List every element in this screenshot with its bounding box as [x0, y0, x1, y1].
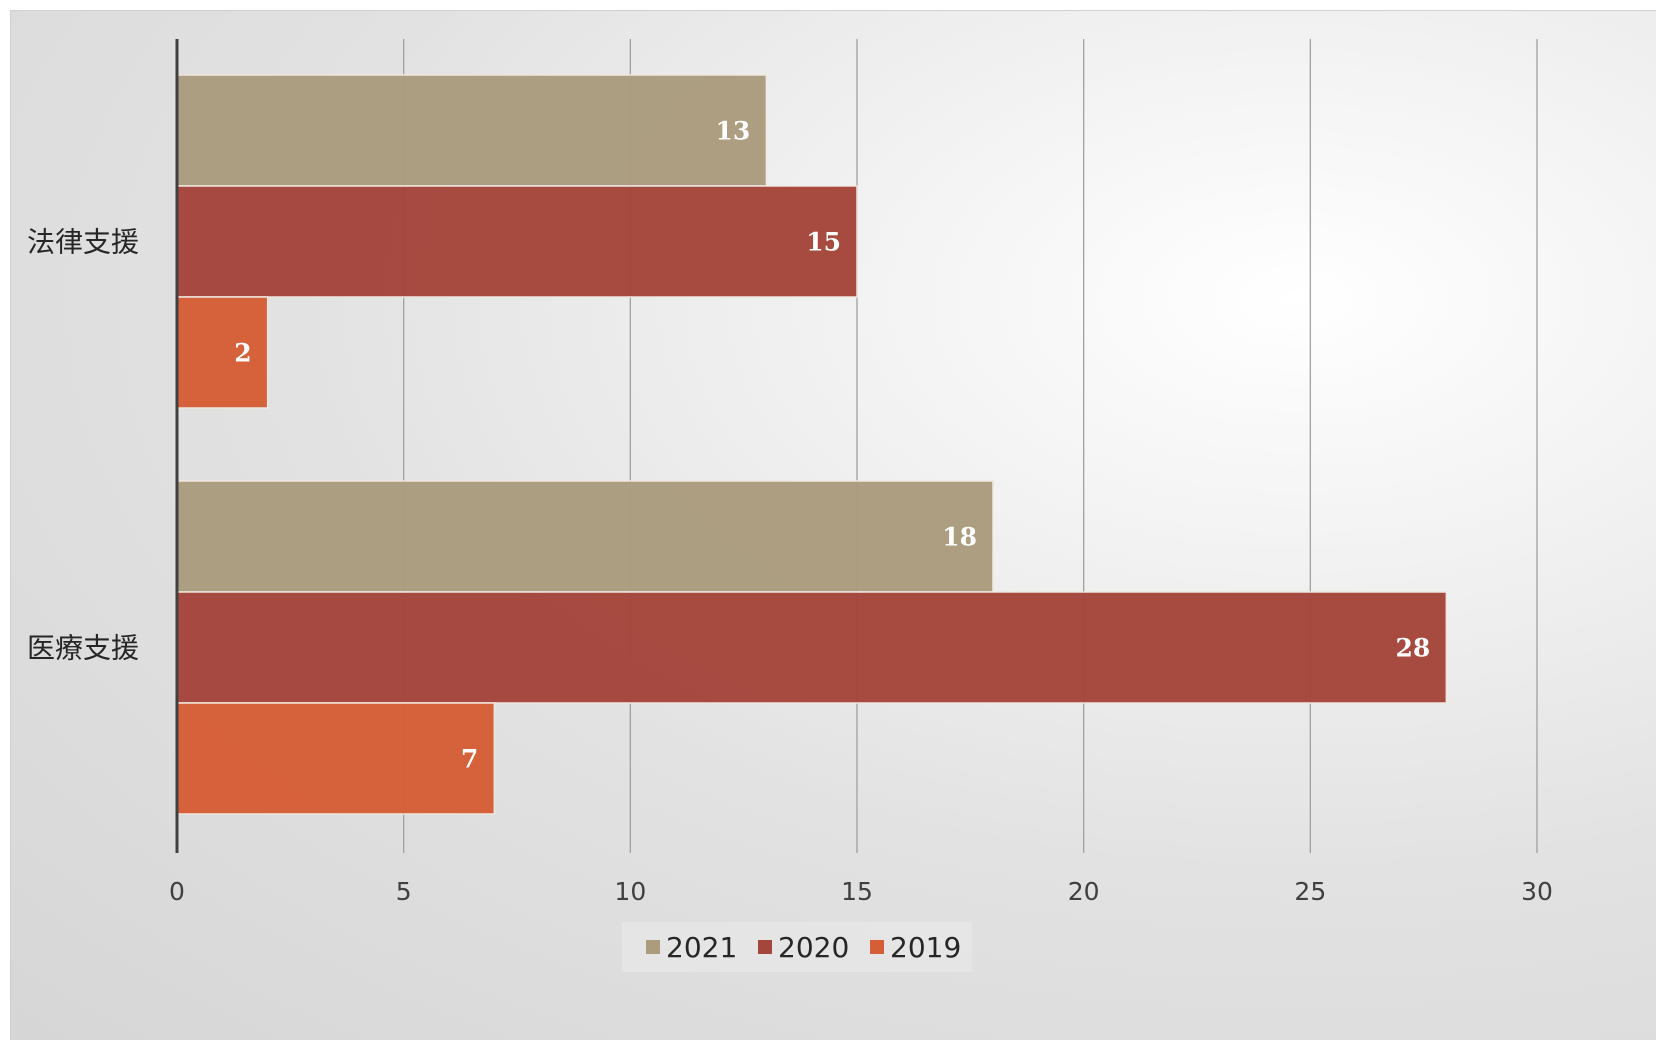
legend-swatch-2020	[758, 940, 772, 954]
category-label-1: 医療支援	[27, 632, 139, 665]
legend-swatch-2021	[646, 940, 660, 954]
data-label-2019-0: 2	[234, 339, 251, 368]
data-label-2021-0: 13	[716, 117, 751, 146]
data-label-2019-1: 7	[461, 745, 478, 774]
legend-label-2020: 2020	[778, 931, 849, 964]
data-label-2021-1: 18	[942, 523, 977, 552]
bar-2021-1	[176, 480, 994, 593]
data-label-2020-0: 15	[806, 228, 841, 257]
chart-svg: 13 15 2 法律支援 18 28 7 医療支援 0 5 10 15 20 25 30 2021 2020 20…	[27, 39, 1553, 972]
legend-box	[622, 922, 972, 972]
tick-label-15: 15	[841, 877, 873, 906]
legend-swatch-2019	[870, 940, 884, 954]
tick-label-5: 5	[396, 877, 412, 906]
bar-chart: 13 15 2 法律支援 18 28 7 医療支援 0 5 10 15 20 25 30 2021 2020 20…	[10, 10, 1656, 1040]
bar-2020-1	[176, 591, 1448, 704]
tick-label-20: 20	[1068, 877, 1100, 906]
tick-label-30: 30	[1521, 877, 1553, 906]
bar-2019-0	[176, 296, 269, 409]
tick-label-25: 25	[1294, 877, 1326, 906]
tick-label-10: 10	[614, 877, 646, 906]
legend-label-2019: 2019	[890, 931, 961, 964]
legend-label-2021: 2021	[666, 931, 737, 964]
bar-2020-0	[176, 185, 858, 298]
tick-label-0: 0	[169, 877, 185, 906]
category-label-0: 法律支援	[27, 226, 139, 259]
data-label-2020-1: 28	[1396, 634, 1431, 663]
bar-2021-0	[176, 74, 768, 187]
bar-2019-1	[176, 702, 496, 815]
